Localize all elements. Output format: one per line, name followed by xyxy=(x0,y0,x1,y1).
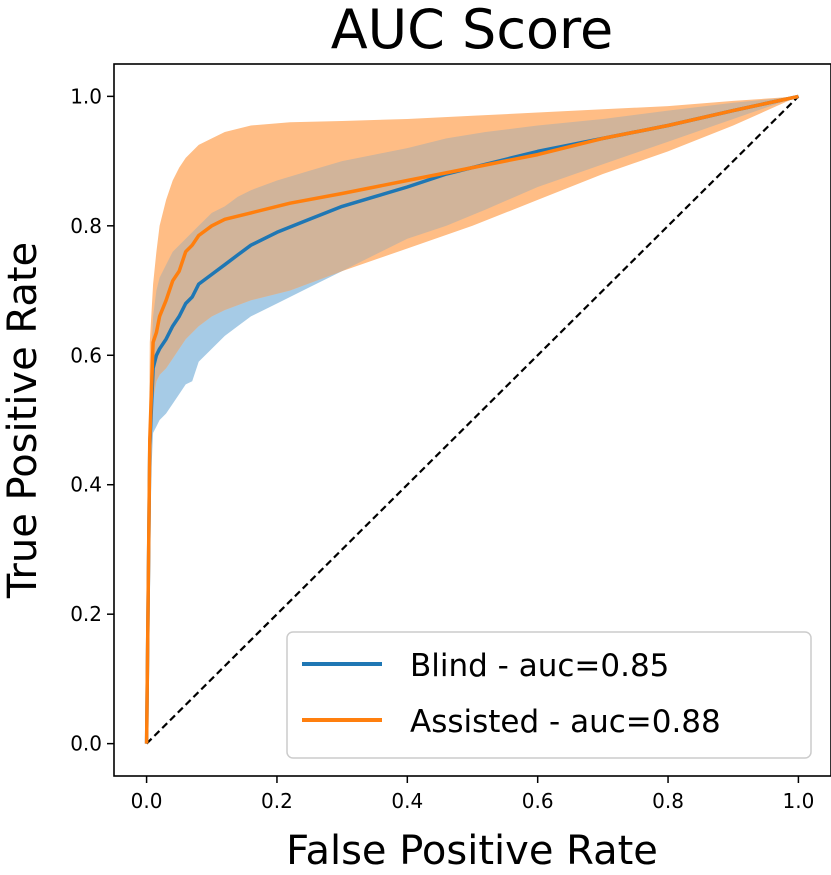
confidence-bands xyxy=(146,96,799,744)
plot-frame xyxy=(113,63,831,777)
band-overlap xyxy=(146,96,799,744)
line-blind xyxy=(144,94,799,744)
x-tick-label: 1.0 xyxy=(783,789,815,813)
x-tick-label: 0.0 xyxy=(131,789,163,813)
x-tick-label: 0.2 xyxy=(261,789,293,813)
legend: Blind - auc=0.85 Assisted - auc=0.88 xyxy=(286,631,812,759)
y-tick-label: 1.0 xyxy=(70,84,102,108)
x-axis-ticks: 0.0 0.2 0.4 0.6 0.8 1.0 xyxy=(131,776,815,813)
legend-label-assisted: Assisted - auc=0.88 xyxy=(410,704,721,740)
y-tick-label: 0.8 xyxy=(70,214,102,238)
legend-label-blind: Blind - auc=0.85 xyxy=(410,648,669,684)
legend-box xyxy=(286,631,812,759)
y-tick-label: 0.2 xyxy=(70,602,102,626)
x-tick-label: 0.4 xyxy=(391,789,423,813)
y-tick-label: 0.0 xyxy=(70,732,102,756)
x-tick-label: 0.8 xyxy=(652,789,684,813)
y-axis-ticks: 0.0 0.2 0.4 0.6 0.8 1.0 xyxy=(70,84,114,756)
x-axis-label: False Positive Rate xyxy=(286,828,658,874)
chart-title: AUC Score xyxy=(331,0,614,61)
chance-diagonal-line xyxy=(145,95,800,745)
y-axis-label: True Positive Rate xyxy=(0,242,46,599)
x-tick-label: 0.6 xyxy=(522,789,554,813)
line-assisted xyxy=(144,94,799,744)
series-lines xyxy=(144,94,800,745)
y-tick-label: 0.6 xyxy=(70,343,102,367)
y-tick-label: 0.4 xyxy=(70,473,102,497)
